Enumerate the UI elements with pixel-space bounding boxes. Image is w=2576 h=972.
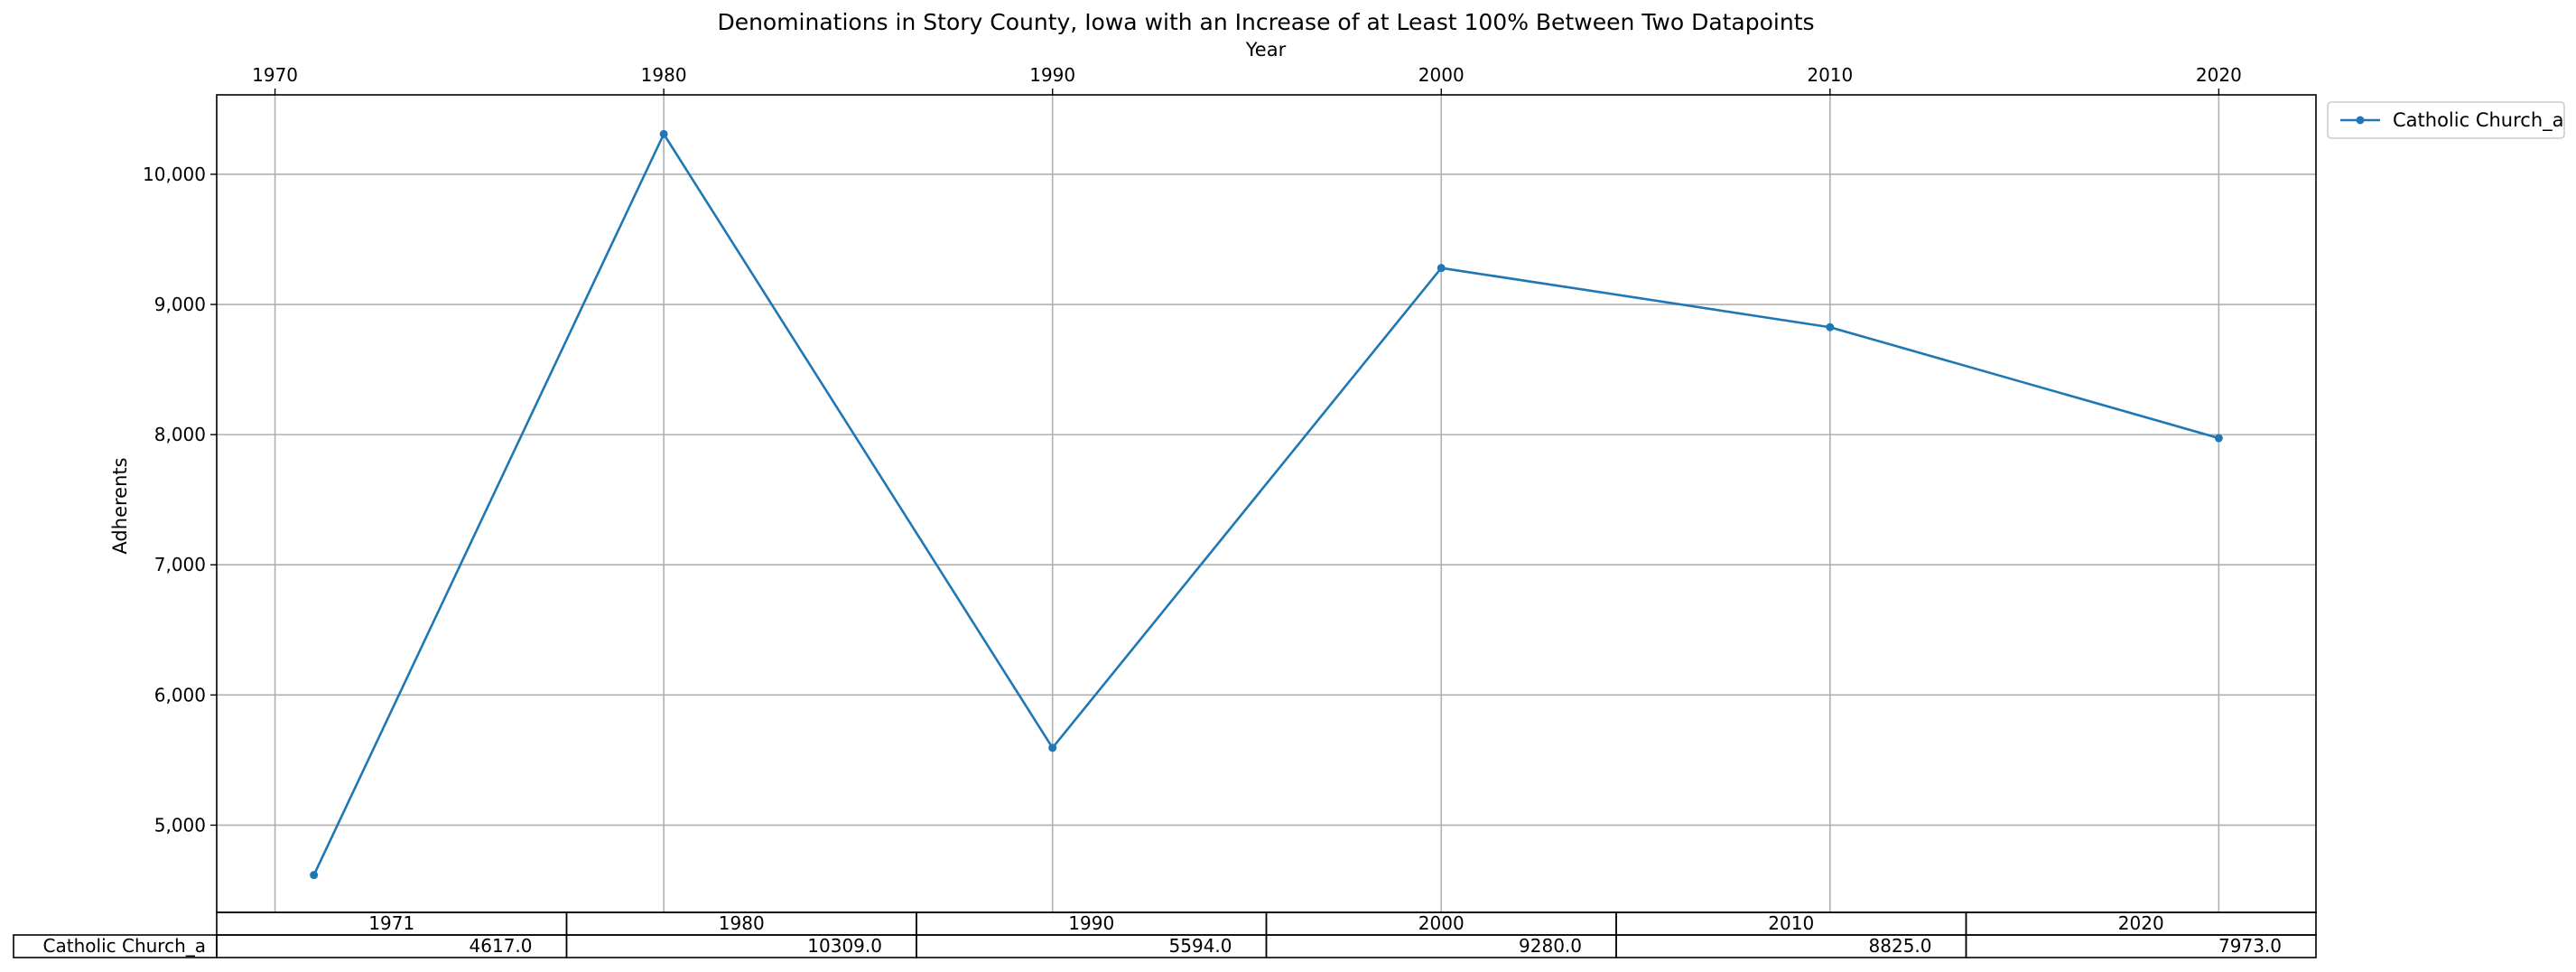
table-cell-value: 7973.0 (2218, 935, 2282, 957)
y-tick-label: 6,000 (154, 684, 206, 706)
data-point (2214, 434, 2223, 443)
data-point (659, 129, 668, 138)
x-tick-label: 1980 (641, 64, 687, 86)
table-cell-value: 5594.0 (1169, 935, 1232, 957)
data-point (1437, 264, 1446, 273)
table-cell-value: 8825.0 (1869, 935, 1932, 957)
y-tick-label: 10,000 (143, 164, 206, 185)
plot-frame (216, 94, 2317, 913)
legend-marker (2356, 116, 2365, 125)
table-header-label: 1971 (368, 912, 414, 934)
table-header-label: 2020 (2118, 912, 2164, 934)
y-axis-label: Adherents (109, 457, 131, 554)
y-tick-label: 7,000 (154, 554, 206, 575)
y-tick-label: 8,000 (154, 424, 206, 445)
data-point (310, 871, 319, 880)
x-tick-label: 2020 (2196, 64, 2242, 86)
data-table: 1971 1980 1990 2000 2010 2020 Catholic Church_… (13, 911, 2317, 958)
series-line (312, 133, 2219, 876)
table-header-label: 2010 (1768, 912, 1814, 934)
x-tick-label: 2010 (1807, 64, 1853, 86)
table-cell (1965, 934, 2317, 958)
x-axis-label: Year (1245, 39, 1287, 61)
x-tick-label: 2000 (1418, 64, 1465, 86)
x-tick-label: 1990 (1029, 64, 1075, 86)
table-cell-value: 10309.0 (807, 935, 882, 957)
data-point (1826, 322, 1835, 332)
legend-label: Catholic Church_a (2393, 109, 2564, 132)
table-cell-value: 4617.0 (470, 935, 533, 957)
y-tick-label: 9,000 (154, 294, 206, 315)
table-cell-value: 9280.0 (1519, 935, 1582, 957)
axis-ticks: 1970 1980 1990 2000 2010 2020 5,000 6,000 7,000 8… (143, 64, 2242, 836)
table-row-label: Catholic Church_a (43, 935, 206, 957)
legend-frame (2327, 101, 2565, 139)
chart-title: Denominations in Story County, Iowa with… (717, 9, 1814, 35)
x-tick-label: 1970 (252, 64, 298, 86)
data-point (1048, 743, 1057, 752)
series-layer (310, 129, 2223, 880)
table-header-label: 1980 (719, 912, 765, 934)
table-header-label: 1990 (1068, 912, 1114, 934)
y-tick-label: 5,000 (154, 814, 206, 836)
legend: Catholic Church_a (2327, 101, 2565, 139)
grid-lines (217, 95, 2316, 912)
table-header-label: 2000 (1418, 912, 1465, 934)
